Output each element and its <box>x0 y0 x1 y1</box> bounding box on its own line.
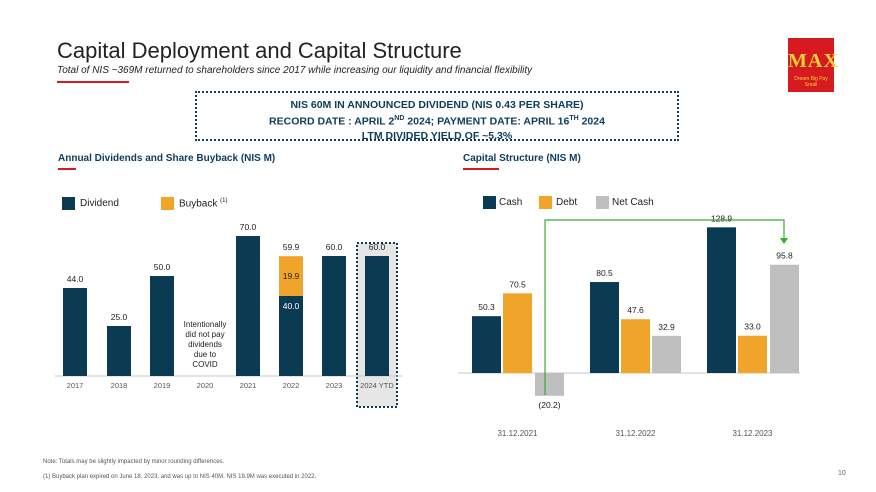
dividends-chart-title: Annual Dividends and Share Buyback (NIS … <box>58 153 276 164</box>
x-tick-label: 31.12.2022 <box>615 429 656 438</box>
data-label: 80.5 <box>596 268 613 278</box>
legend-debt-swatch <box>539 196 552 209</box>
x-tick-label: 31.12.2023 <box>732 429 773 438</box>
data-label-total: 44.0 <box>67 274 84 284</box>
legend-debt-label: Debt <box>556 197 578 208</box>
bar-cash <box>472 316 501 373</box>
title-underline <box>57 81 129 83</box>
bar-buyback <box>279 256 303 296</box>
data-label: (20.2) <box>538 400 560 410</box>
covid-annotation: due to <box>194 350 217 359</box>
legend-cash-swatch <box>483 196 496 209</box>
legend-netcash-label: Net Cash <box>612 197 654 208</box>
callout-line-2-b: 2024; PAYMENT DATE: APRIL 16 <box>404 115 570 128</box>
bar-cash <box>590 282 619 373</box>
callout-sup-2: TH <box>569 115 579 122</box>
data-label-total: 60.0 <box>369 242 386 252</box>
page-title: Capital Deployment and Capital Structure <box>57 38 462 63</box>
data-label: 32.9 <box>658 322 675 332</box>
covid-annotation: dividends <box>188 340 222 349</box>
legend-dividend-label: Dividend <box>80 198 119 209</box>
bar-dividend <box>63 288 87 376</box>
bar-cash <box>707 227 736 373</box>
legend-cash-label: Cash <box>499 197 523 208</box>
data-label-buyback-segment: 19.9 <box>283 271 300 281</box>
x-tick-label: 2024 YTD <box>360 381 394 390</box>
bar-debt <box>503 293 532 373</box>
callout-line-1: NIS 60M IN ANNOUNCED DIVIDEND (NIS 0.43 … <box>290 99 584 111</box>
buyback-footnote: (1) Buyback plan expired on June 18, 202… <box>43 474 317 480</box>
legend-netcash-swatch <box>596 196 609 209</box>
bar-dividend <box>322 256 346 376</box>
company-logo: MAX Dream Big Pay Small <box>788 38 839 92</box>
bar-dividend <box>365 256 389 376</box>
capital-chart-title: Capital Structure (NIS M) <box>463 153 581 164</box>
x-tick-label: 2018 <box>111 381 128 390</box>
x-tick-label: 2020 <box>197 381 214 390</box>
covid-annotation: COVID <box>192 360 218 369</box>
legend-buyback-label: Buyback (1) <box>179 198 227 209</box>
page-subtitle: Total of NIS ~369M returned to sharehold… <box>57 65 533 76</box>
callout-line-3: LTM DIVIDED YIELD OF ~5.3% <box>361 129 513 142</box>
rounding-note: Note: Totals may be slightly impacted by… <box>43 459 225 465</box>
capital-title-underline <box>463 168 499 170</box>
callout-line-2-c: 2024 <box>578 115 605 128</box>
bar-net-cash <box>770 264 799 373</box>
legend-buyback-footnote: (1) <box>220 198 228 204</box>
data-label-dividend-segment: 40.0 <box>283 301 300 311</box>
covid-annotation: Intentionally <box>184 320 227 329</box>
bar-debt <box>621 319 650 373</box>
x-tick-label: 2023 <box>326 381 343 390</box>
dividends-title-underline <box>58 168 76 170</box>
x-tick-label: 2022 <box>283 381 300 390</box>
bar-net-cash <box>652 335 681 373</box>
bar-net-cash <box>535 373 564 396</box>
data-label-total: 25.0 <box>111 312 128 322</box>
bar-debt <box>738 335 767 373</box>
legend-buyback-swatch <box>161 197 174 210</box>
data-label: 128.9 <box>711 213 733 223</box>
data-label-total: 60.0 <box>326 242 343 252</box>
covid-annotation: did not pay <box>185 330 224 339</box>
x-tick-label: 31.12.2021 <box>497 429 538 438</box>
callout-line-2: RECORD DATE : APRIL 2ND 2024; PAYMENT DA… <box>197 112 677 129</box>
data-label-total: 59.9 <box>283 242 300 252</box>
bar-dividend <box>150 276 174 376</box>
legend-dividend-swatch <box>62 197 75 210</box>
net-cash-arrowhead <box>780 238 788 244</box>
x-tick-label: 2019 <box>154 381 171 390</box>
net-cash-connector <box>544 219 785 395</box>
data-label: 47.6 <box>627 305 644 315</box>
data-label: 50.3 <box>478 302 495 312</box>
capital-structure-chart: 50.3 70.5 (20.2) 31.12.2021 80.5 47.6 32.9 31.1… <box>458 213 800 438</box>
data-label-total: 50.0 <box>154 262 171 272</box>
data-label: 95.8 <box>776 251 793 261</box>
dividend-callout: NIS 60M IN ANNOUNCED DIVIDEND (NIS 0.43 … <box>195 91 679 142</box>
data-label: 33.0 <box>744 322 761 332</box>
dividends-chart: 44.0 2017 25.0 2018 50.0 2019 2020 70.0 2021 59.9… <box>55 222 402 408</box>
bar-dividend <box>107 326 131 376</box>
logo-tagline: Dream Big Pay Small <box>794 76 828 88</box>
data-label-total: 70.0 <box>240 222 257 232</box>
data-label: 70.5 <box>509 279 526 289</box>
x-tick-label: 2017 <box>67 381 84 390</box>
x-tick-label: 2021 <box>240 381 257 390</box>
logo-text: MAX <box>788 50 839 72</box>
page-number: 10 <box>838 470 846 477</box>
bar-dividend <box>279 296 303 376</box>
legend-buyback-text: Buyback <box>179 198 218 210</box>
bar-dividend <box>236 236 260 376</box>
callout-sup-1: ND <box>394 115 405 122</box>
callout-line-2-a: RECORD DATE : APRIL 2 <box>269 115 395 128</box>
